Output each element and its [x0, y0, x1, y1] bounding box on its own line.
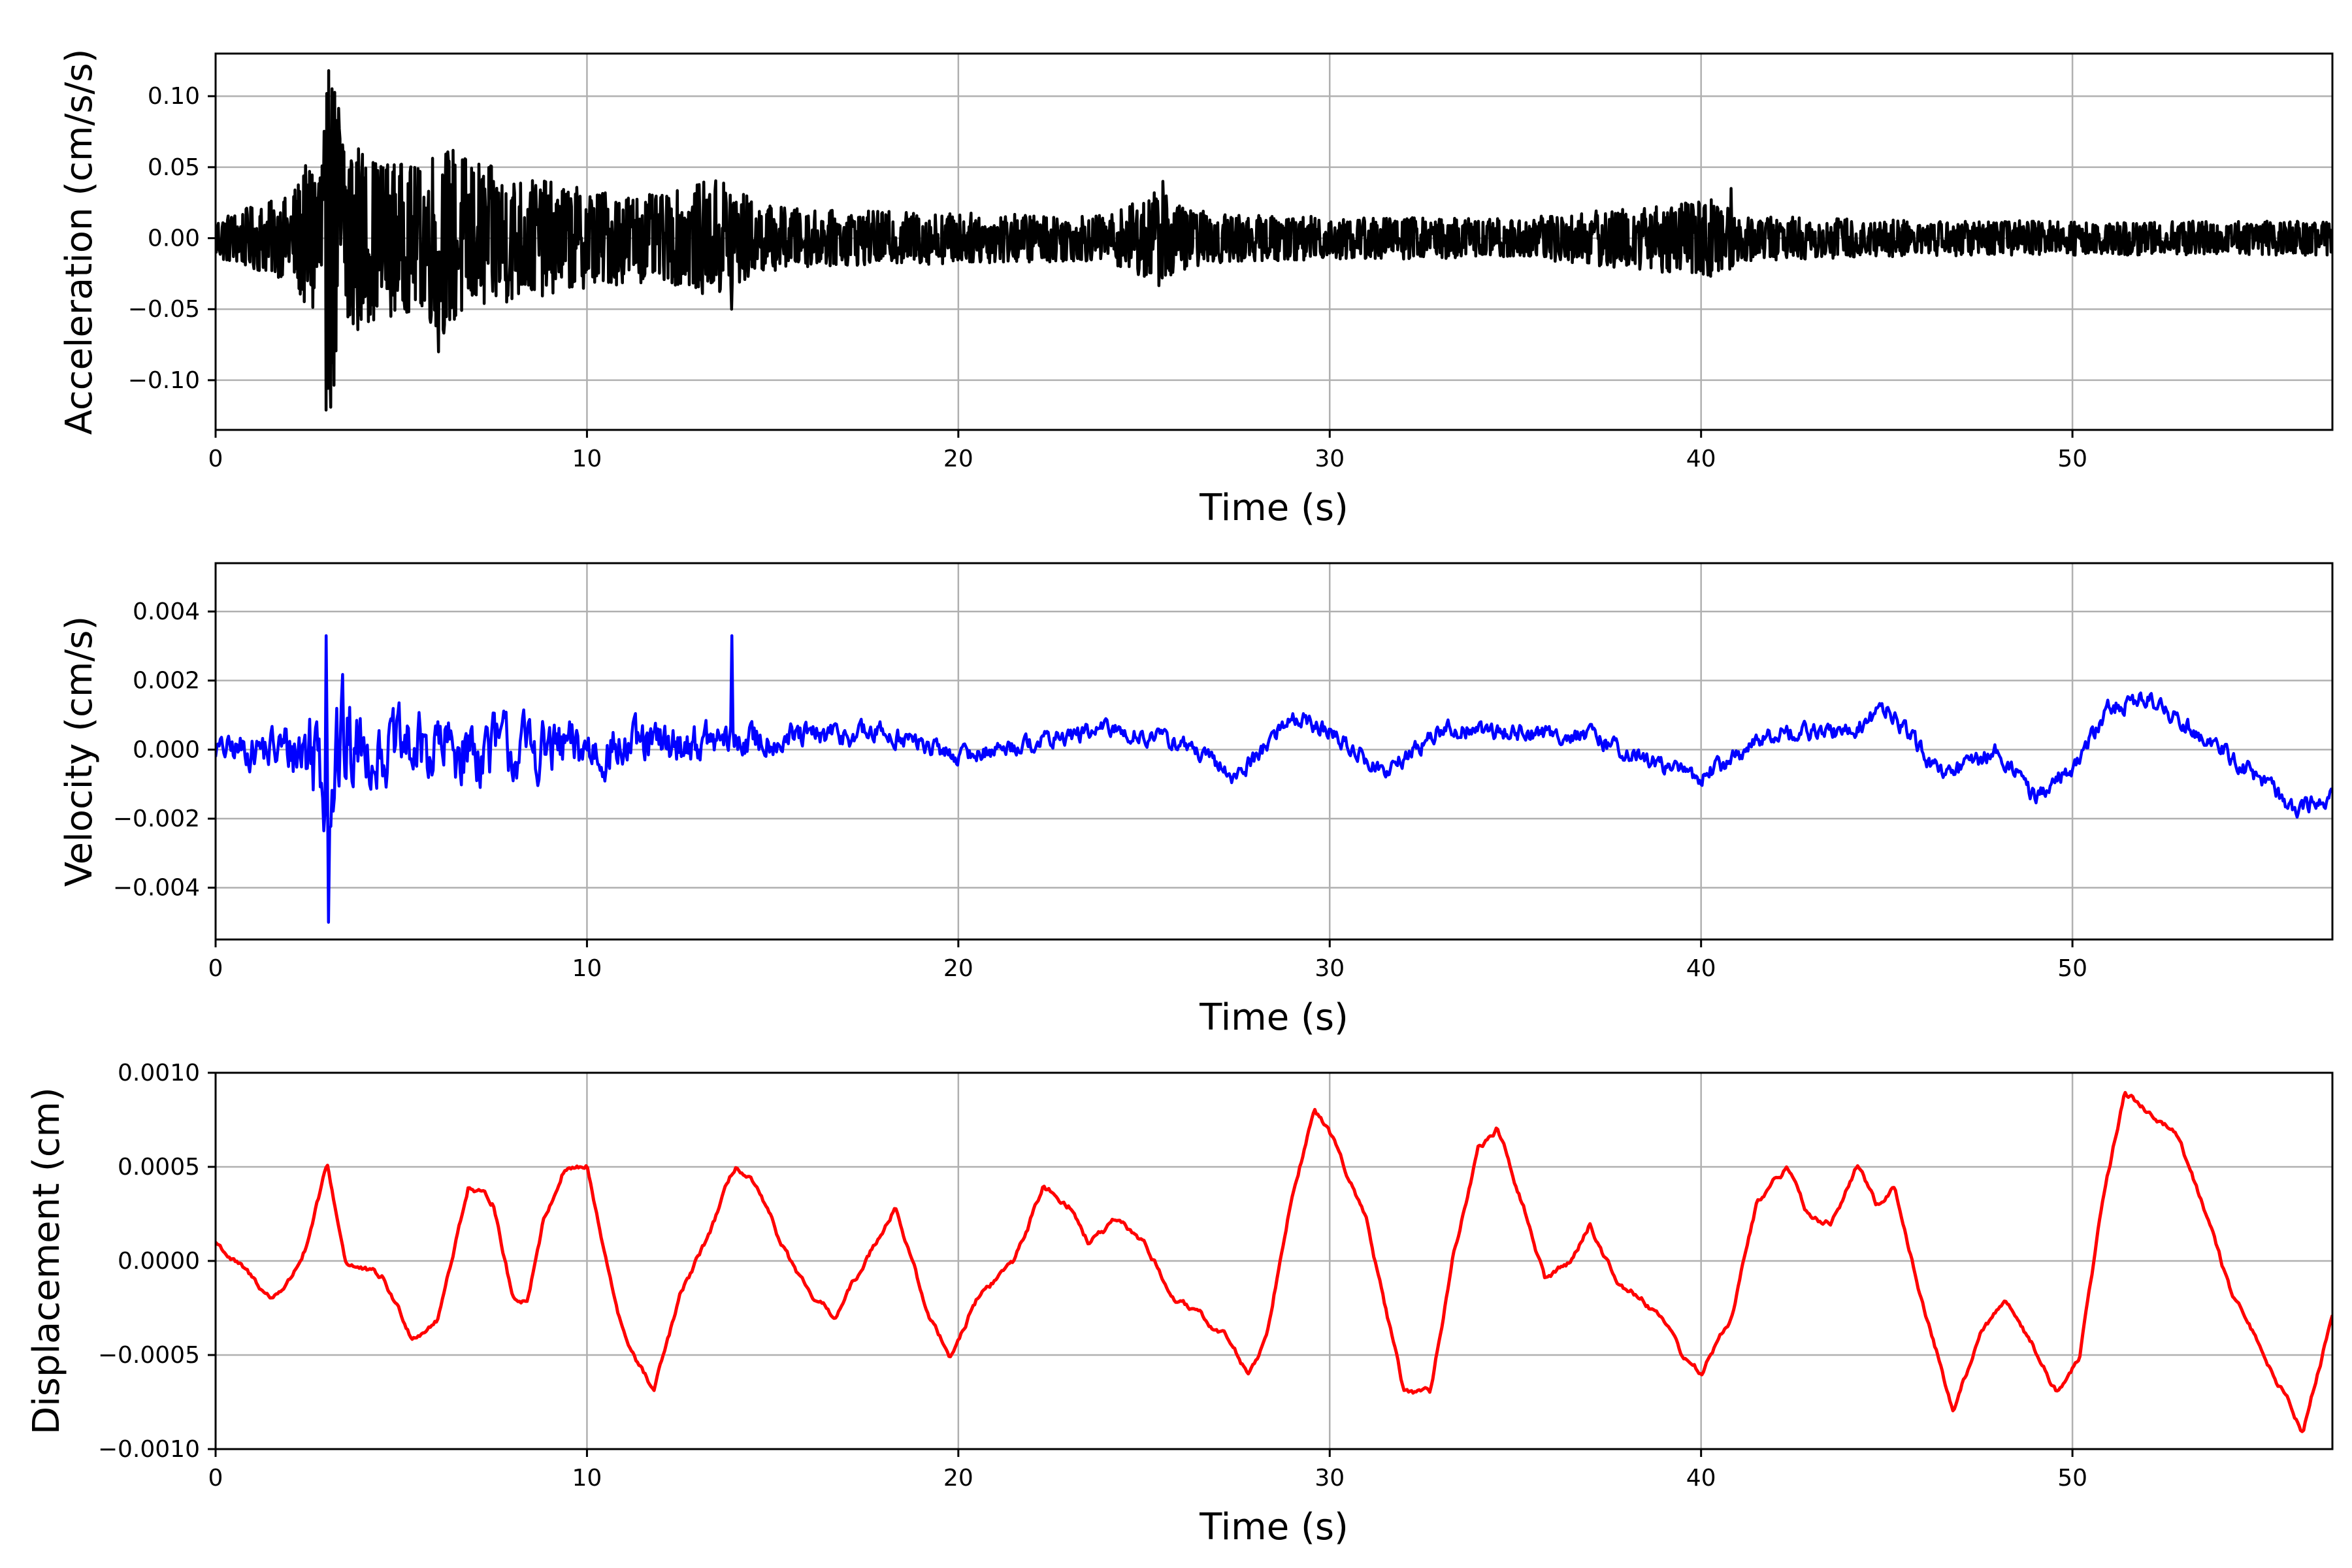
acceleration-x-tick-label: 10: [572, 446, 602, 472]
acceleration-y-tick-label: 0.00: [148, 225, 200, 252]
displacement-x-tick-label: 40: [1686, 1465, 1716, 1492]
acceleration-y-axis-title: Acceleration (cm/s/s): [58, 49, 101, 435]
velocity-x-tick-label: 40: [1686, 955, 1716, 982]
velocity-y-axis-title: Velocity (cm/s): [58, 616, 101, 887]
displacement-y-tick-label: 0.0000: [118, 1248, 200, 1275]
displacement-y-tick-label: −0.0010: [98, 1436, 200, 1463]
velocity-y-tick-label: 0.004: [133, 598, 200, 625]
acceleration-axes-frame: [214, 52, 2334, 431]
displacement-x-tick-label: 0: [208, 1465, 223, 1492]
velocity-x-tick-label: 30: [1315, 955, 1345, 982]
acceleration-x-tick-label: 30: [1315, 446, 1345, 472]
displacement-x-tick-label: 10: [572, 1465, 602, 1492]
acceleration-x-axis-title: Time (s): [1199, 487, 1348, 529]
velocity-axes-frame: [214, 562, 2334, 941]
acceleration-x-tick-label: 50: [2057, 446, 2087, 472]
acceleration-x-tick-label: 40: [1686, 446, 1716, 472]
acceleration-panel: 0 10 20 30 40 50 −0.10 −0.05 0.00 0.05 0.10 Time (s…: [58, 49, 2334, 529]
velocity-panel: 0 10 20 30 40 50 −0.004 −0.002 0.000 0.002 0.004 Ti…: [58, 562, 2334, 1039]
acceleration-y-tick-label: 0.05: [148, 154, 200, 181]
velocity-x-tick-label: 0: [208, 955, 223, 982]
velocity-y-tick-label: −0.002: [113, 806, 200, 832]
velocity-y-tick-label: −0.004: [113, 875, 200, 902]
velocity-x-axis-title: Time (s): [1199, 996, 1348, 1039]
acceleration-x-tick-label: 0: [208, 446, 223, 472]
acceleration-y-tick-label: −0.05: [128, 296, 200, 323]
displacement-y-tick-label: 0.0010: [118, 1060, 200, 1086]
displacement-panel: 0 10 20 30 40 50 −0.0010 −0.0005 0.0000 0.0005 0.0…: [25, 1060, 2334, 1548]
displacement-x-axis-title: Time (s): [1199, 1506, 1348, 1548]
velocity-x-tick-label: 20: [943, 955, 973, 982]
velocity-series-line: [216, 634, 2332, 924]
displacement-y-tick-label: 0.0005: [118, 1154, 200, 1181]
velocity-x-tick-label: 10: [572, 955, 602, 982]
acceleration-y-tick-label: −0.10: [128, 367, 200, 394]
velocity-y-tick-label: 0.000: [133, 736, 200, 763]
displacement-y-axis-title: Displacement (cm): [25, 1087, 68, 1435]
acceleration-x-tick-label: 20: [943, 446, 973, 472]
displacement-x-tick-label: 30: [1315, 1465, 1345, 1492]
displacement-x-tick-label: 50: [2057, 1465, 2087, 1492]
displacement-y-tick-label: −0.0005: [98, 1342, 200, 1369]
displacement-series-line: [216, 1090, 2332, 1433]
velocity-y-tick-label: 0.002: [133, 668, 200, 694]
acceleration-series-line: [216, 69, 2332, 412]
displacement-x-tick-label: 20: [943, 1465, 973, 1492]
velocity-x-tick-label: 50: [2057, 955, 2087, 982]
acceleration-y-tick-label: 0.10: [148, 83, 200, 110]
